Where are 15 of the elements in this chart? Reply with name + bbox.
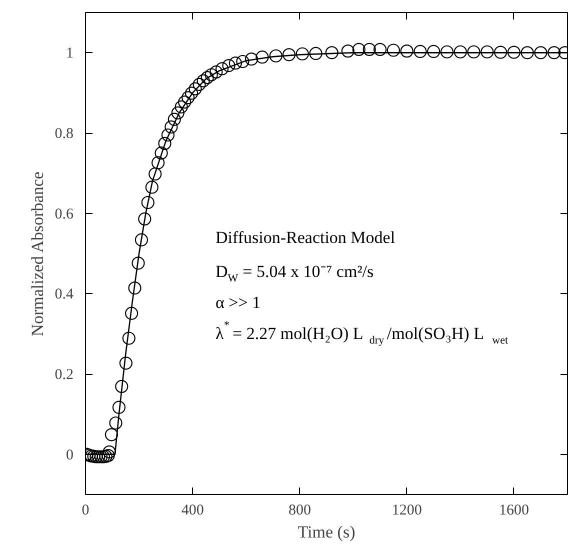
x-tick-label: 1200 [392,502,422,518]
y-tick-label: 0.6 [54,206,74,222]
annotation: α >> 1 [216,293,261,312]
y-tick-label: 0.2 [54,367,74,383]
x-tick-label: 0 [82,502,90,518]
x-axis-title: Time (s) [298,522,356,542]
y-tick-label: 0 [66,447,74,464]
x-tick-label: 800 [288,502,311,518]
y-axis-title: Normalized Absorbance [28,172,47,336]
annotation: Diffusion-Reaction Model [216,228,396,247]
y-tick-label: 0.4 [54,286,74,303]
x-tick-label: 400 [181,502,204,518]
y-tick-label: 1 [66,46,74,62]
y-tick-label: 0.8 [54,126,74,142]
x-tick-label: 1600 [498,502,529,518]
